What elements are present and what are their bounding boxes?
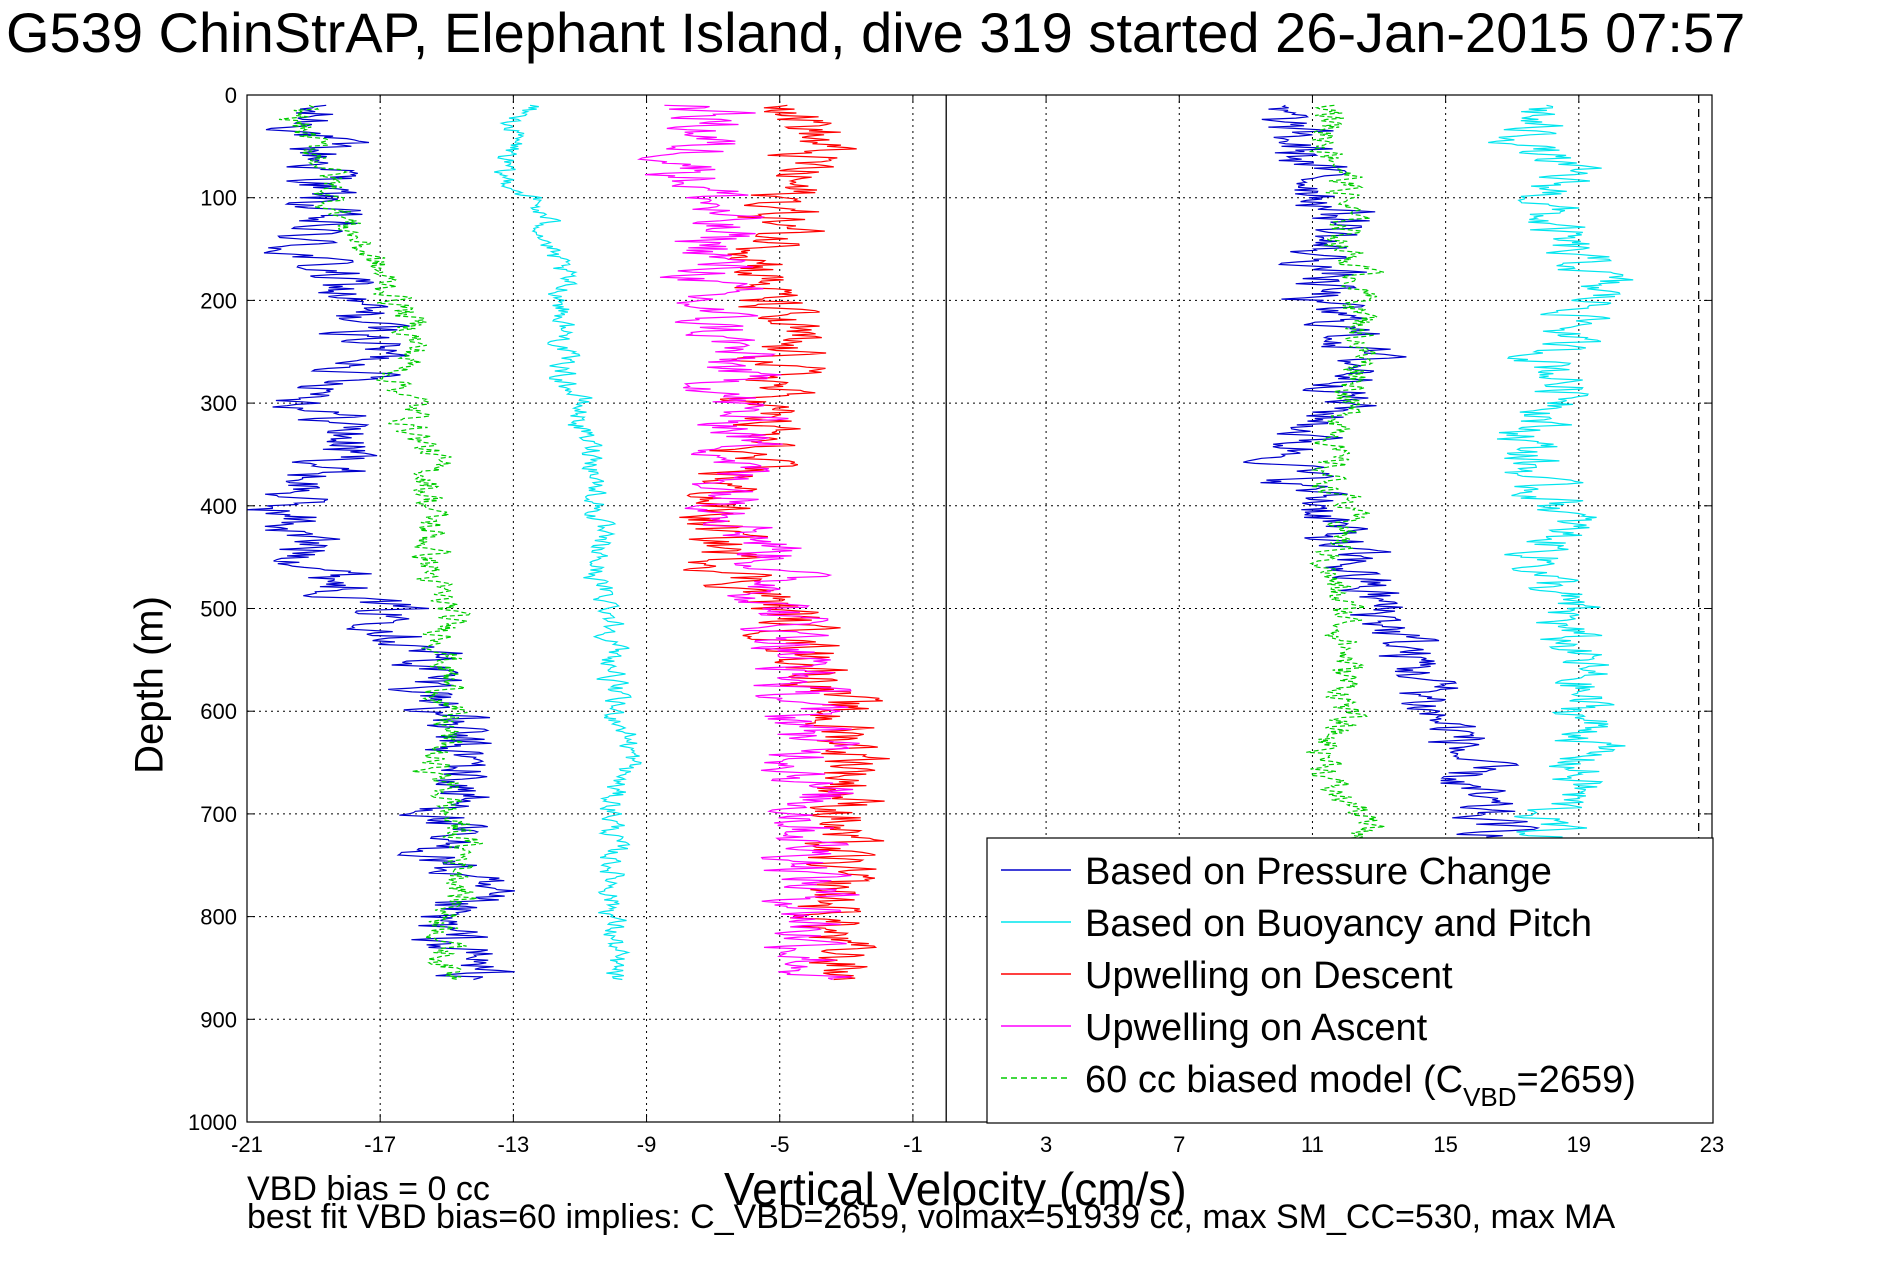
60-cc-biased-model-descent-line (278, 104, 483, 981)
60-cc-biased-model-ascent-line (1306, 104, 1387, 981)
y-tick-label: 100 (200, 186, 237, 211)
series-group (247, 104, 1634, 981)
legend-label: Upwelling on Descent (1085, 955, 1453, 997)
upwelling-on-ascent-line (636, 104, 860, 981)
y-tick-label: 400 (200, 494, 237, 519)
x-tick-label: 19 (1567, 1132, 1591, 1157)
x-tick-label: -5 (770, 1132, 790, 1157)
based-on-buoyancy-and-pitch-ascent-line (1488, 104, 1634, 981)
x-tick-label: 15 (1433, 1132, 1457, 1157)
best-fit-note: best fit VBD bias=60 implies: C_VBD=2659… (247, 1198, 1616, 1236)
x-tick-label: -17 (364, 1132, 396, 1157)
y-tick-label: 300 (200, 391, 237, 416)
y-tick-label: 200 (200, 288, 237, 313)
x-tick-label: -21 (231, 1132, 263, 1157)
y-tick-label: 500 (200, 597, 237, 622)
x-tick-label: 3 (1040, 1132, 1052, 1157)
x-tick-label: 11 (1301, 1132, 1324, 1157)
chart-title: G539 ChinStrAP, Elephant Island, dive 31… (6, 1, 1746, 64)
y-tick-label: 900 (200, 1007, 237, 1032)
legend-label: 60 cc biased model (CVBD=2659) (1085, 1059, 1636, 1112)
y-tick-label: 700 (200, 802, 237, 827)
based-on-buoyancy-and-pitch-descent-line (494, 104, 642, 981)
legend: Based on Pressure Change Based on Buoyanc… (986, 837, 1714, 1124)
upwelling-on-descent-line (679, 104, 890, 981)
x-tick-label: -9 (637, 1132, 657, 1157)
y-tick-label: 1000 (188, 1110, 237, 1135)
x-axis-label: Vertical Velocity (cm/s) (724, 1163, 1187, 1215)
vbd-bias-note: VBD bias = 0 cc (247, 1170, 490, 1208)
x-tick-label: 7 (1173, 1132, 1185, 1157)
axis-ticks: -21 -17 -13 -9 -5 -1 3 7 11 15 19 23010020030040050… (188, 83, 1724, 1157)
legend-label: Based on Buoyancy and Pitch (1085, 903, 1592, 945)
x-tick-label: 23 (1700, 1132, 1724, 1157)
legend-box (986, 837, 1714, 1124)
y-tick-label: 800 (200, 905, 237, 930)
y-tick-label: 600 (200, 699, 237, 724)
based-on-pressure-change-ascent-line (1243, 104, 1559, 981)
y-tick-label: 0 (225, 83, 237, 108)
x-tick-label: -13 (497, 1132, 529, 1157)
grid (247, 95, 1712, 1122)
legend-label: Upwelling on Ascent (1085, 1007, 1428, 1049)
x-tick-label: -1 (903, 1132, 923, 1157)
based-on-pressure-change-descent-line (247, 104, 515, 981)
legend-label: Based on Pressure Change (1085, 851, 1552, 893)
